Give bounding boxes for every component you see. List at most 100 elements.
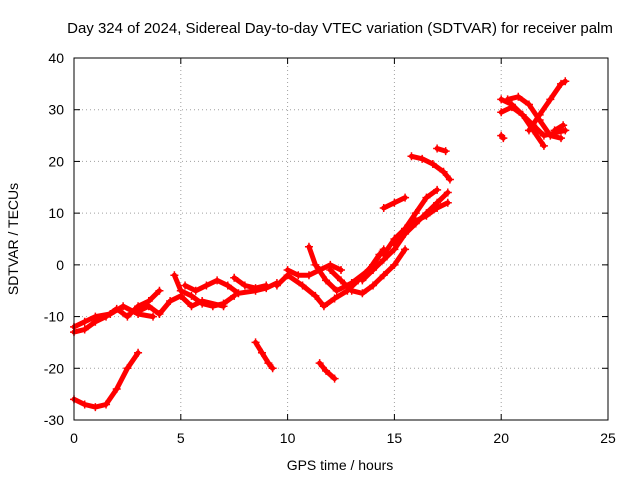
data-point xyxy=(208,302,217,311)
data-point xyxy=(499,134,508,143)
data-point xyxy=(304,271,313,280)
series-arc-13 xyxy=(315,359,339,383)
data-point xyxy=(507,103,516,112)
data-point xyxy=(80,317,89,326)
series-line xyxy=(285,262,344,278)
data-point xyxy=(123,312,132,321)
x-axis-label: GPS time / hours xyxy=(287,457,394,473)
x-tick-label: 25 xyxy=(600,430,616,446)
chart-title: Day 324 of 2024, Sidereal Day-to-day VTE… xyxy=(67,20,613,37)
data-point xyxy=(251,338,260,347)
data-point xyxy=(198,299,207,308)
data-point xyxy=(330,294,339,303)
data-series xyxy=(70,77,570,412)
data-point xyxy=(411,209,420,218)
series-arc-16 xyxy=(390,185,442,249)
data-point xyxy=(240,281,249,290)
data-point xyxy=(322,366,331,375)
data-point xyxy=(379,203,388,212)
data-point xyxy=(433,185,442,194)
data-point xyxy=(123,364,132,373)
data-point xyxy=(557,79,566,88)
x-tick-label: 15 xyxy=(387,430,403,446)
data-point xyxy=(347,286,356,295)
data-point xyxy=(535,110,544,119)
data-point xyxy=(144,302,153,311)
data-point xyxy=(422,193,431,202)
data-point xyxy=(390,198,399,207)
data-point xyxy=(298,281,307,290)
data-point xyxy=(337,276,345,285)
data-point xyxy=(539,141,548,150)
data-point xyxy=(401,224,410,233)
series-arc-23 xyxy=(524,77,570,135)
data-point xyxy=(202,281,211,290)
data-point xyxy=(557,134,566,143)
data-point xyxy=(326,266,335,275)
data-point xyxy=(134,307,143,316)
data-point xyxy=(191,286,200,295)
series-arc-7 xyxy=(230,273,271,293)
y-tick-label: 30 xyxy=(48,102,64,118)
data-point xyxy=(390,260,399,269)
data-point xyxy=(272,281,281,290)
data-point xyxy=(91,312,100,321)
series-line xyxy=(552,122,566,133)
data-point xyxy=(445,175,454,184)
series-line xyxy=(231,275,269,291)
x-tick-label: 0 xyxy=(70,430,78,446)
data-point xyxy=(401,193,410,202)
data-point xyxy=(223,281,232,290)
data-point xyxy=(319,302,328,311)
data-point xyxy=(187,302,196,311)
data-point xyxy=(524,126,533,135)
series-line xyxy=(526,78,568,133)
series-arc-14 xyxy=(358,188,452,285)
data-point xyxy=(170,271,179,280)
x-tick-label: 10 xyxy=(280,430,296,446)
data-point xyxy=(347,278,356,287)
data-point xyxy=(433,144,442,153)
series-arc-24 xyxy=(497,131,508,143)
y-axis-label: SDTVAR / TECUs xyxy=(5,183,21,295)
data-point xyxy=(561,77,570,86)
y-tick-label: 0 xyxy=(56,257,64,273)
data-point xyxy=(80,400,89,409)
series-arc-10 xyxy=(272,245,388,311)
data-point xyxy=(524,100,533,109)
data-point xyxy=(166,297,175,306)
data-point xyxy=(176,286,185,295)
y-tick-label: -30 xyxy=(44,412,64,428)
data-point xyxy=(234,289,243,298)
data-point xyxy=(106,309,115,318)
data-point xyxy=(102,400,111,409)
series-arc-17 xyxy=(379,193,410,212)
data-point xyxy=(315,359,324,368)
data-point xyxy=(358,289,367,298)
data-point xyxy=(257,348,266,357)
grid xyxy=(74,58,608,420)
data-point xyxy=(219,299,228,308)
data-point xyxy=(358,276,367,285)
y-tick-label: 20 xyxy=(48,153,64,169)
series-arc-22 xyxy=(503,92,566,143)
series-arc-25 xyxy=(550,121,568,135)
data-point xyxy=(497,108,506,117)
data-point xyxy=(503,95,512,104)
data-point xyxy=(112,384,121,393)
data-point xyxy=(311,260,320,269)
data-point xyxy=(119,302,128,311)
data-point xyxy=(514,92,523,101)
series-arc-3 xyxy=(70,348,143,412)
data-point xyxy=(443,188,452,197)
data-point xyxy=(401,245,410,254)
data-point xyxy=(181,281,190,290)
data-point xyxy=(311,291,320,300)
data-point xyxy=(369,281,378,290)
series-arc-5 xyxy=(170,271,239,311)
data-point xyxy=(187,291,196,300)
data-point xyxy=(80,325,89,334)
data-point xyxy=(546,131,555,140)
